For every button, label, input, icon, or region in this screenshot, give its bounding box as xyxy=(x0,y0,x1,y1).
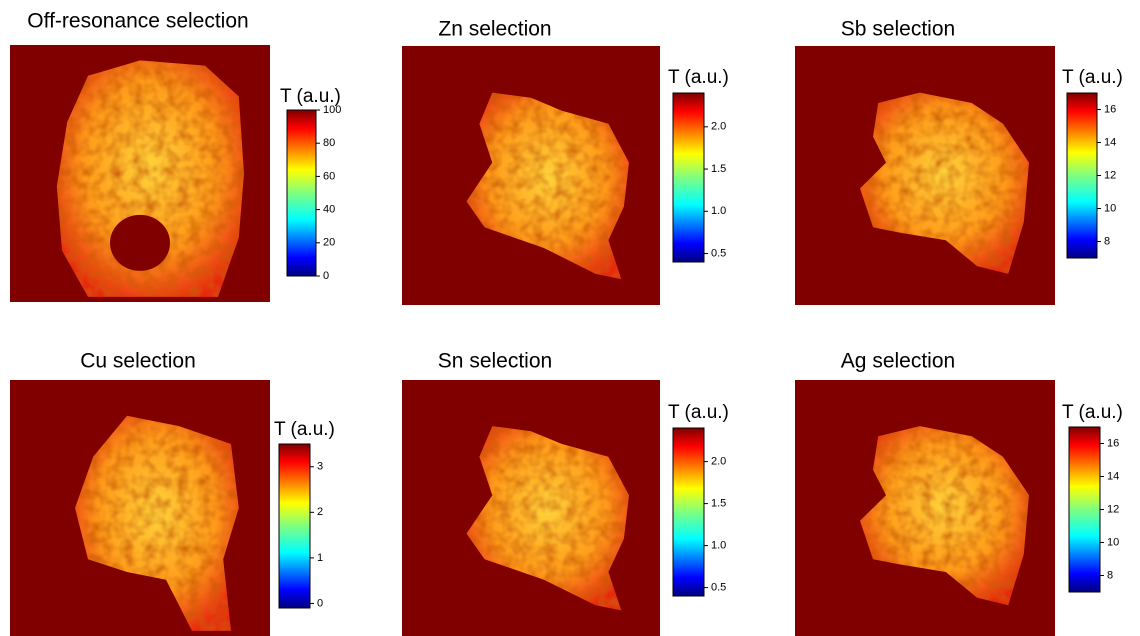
colorbar-tick-label: 3 xyxy=(317,461,323,473)
panel-title: Off-resonance selection xyxy=(27,10,248,33)
panel-title: Sb selection xyxy=(841,18,955,41)
panel: Ag selection T (a.u.) 8 10 12 14 16 xyxy=(795,350,1123,636)
colorbar-tick-label: 0.5 xyxy=(711,582,726,594)
colorbar xyxy=(672,92,705,263)
colorbar-tick-label: 1.5 xyxy=(711,498,726,510)
panel: Sb selection T (a.u.) 8 10 12 14 16 xyxy=(795,18,1123,305)
colorbar-tick-label: 8 xyxy=(1104,235,1110,247)
panel-title: Cu selection xyxy=(80,350,196,373)
colorbar-tick-label: 1.5 xyxy=(711,163,726,175)
colorbar-tick-label: 80 xyxy=(323,137,335,149)
heatmap-sample xyxy=(860,426,1029,606)
heatmap-sample xyxy=(466,92,629,280)
colorbar-tick-label: 10 xyxy=(1107,536,1119,548)
colorbar xyxy=(1066,92,1098,259)
colorbar-label: T (a.u.) xyxy=(280,86,341,107)
colorbar-label: T (a.u.) xyxy=(668,402,729,423)
colorbar xyxy=(286,109,317,277)
colorbar-tick-label: 10 xyxy=(1104,202,1116,214)
colorbar xyxy=(672,427,705,597)
colorbar-tick-label: 1.0 xyxy=(711,540,726,552)
colorbar-label: T (a.u.) xyxy=(668,67,729,88)
panel: Zn selection T (a.u.) 0.5 1.0 1.5 2.0 xyxy=(402,18,729,305)
panel-title: Ag selection xyxy=(841,350,955,373)
colorbar-tick-label: 8 xyxy=(1107,569,1113,581)
colorbar-tick-label: 2.0 xyxy=(711,456,726,468)
colorbar-tick-label: 20 xyxy=(323,237,335,249)
colorbar-tick-label: 60 xyxy=(323,170,335,182)
colorbar-tick-label: 2.0 xyxy=(711,121,726,133)
colorbar-tick-label: 0 xyxy=(317,597,323,609)
colorbar-tick-label: 1 xyxy=(317,552,323,564)
panel-title: Sn selection xyxy=(438,350,552,373)
heatmap-sample xyxy=(56,60,244,297)
colorbar-tick-label: 40 xyxy=(323,204,335,216)
colorbar-label: T (a.u.) xyxy=(1062,67,1123,88)
colorbar-tick-label: 12 xyxy=(1107,503,1119,515)
colorbar-tick-label: 16 xyxy=(1104,103,1116,115)
colorbar-label: T (a.u.) xyxy=(1062,402,1123,423)
colorbar-tick-label: 16 xyxy=(1107,437,1119,449)
heatmap-sample xyxy=(860,92,1029,274)
colorbar-tick-label: 0.5 xyxy=(711,247,726,259)
colorbar-tick-label: 14 xyxy=(1107,470,1119,482)
colorbar-tick-label: 0 xyxy=(323,270,329,282)
colorbar-tick-label: 1.0 xyxy=(711,205,726,217)
panel-title: Zn selection xyxy=(438,18,551,41)
colorbar-tick-label: 100 xyxy=(323,104,341,116)
colorbar-tick-label: 2 xyxy=(317,506,323,518)
heatmap-sample xyxy=(466,426,629,611)
panel: Off-resonance selection T (a.u.) 0 20 40 60 80… xyxy=(10,10,341,302)
colorbar-label: T (a.u.) xyxy=(274,419,335,440)
panel: Cu selection T (a.u.) 0 1 2 3 xyxy=(10,350,335,636)
heatmap-sample xyxy=(75,415,239,631)
colorbar-tick-label: 14 xyxy=(1104,136,1116,148)
colorbar-tick-label: 12 xyxy=(1104,169,1116,181)
panel: Sn selection T (a.u.) 0.5 1.0 1.5 2.0 xyxy=(402,350,729,636)
colorbar xyxy=(278,443,311,609)
heatmap-hole xyxy=(110,214,170,271)
colorbar xyxy=(1068,426,1101,593)
